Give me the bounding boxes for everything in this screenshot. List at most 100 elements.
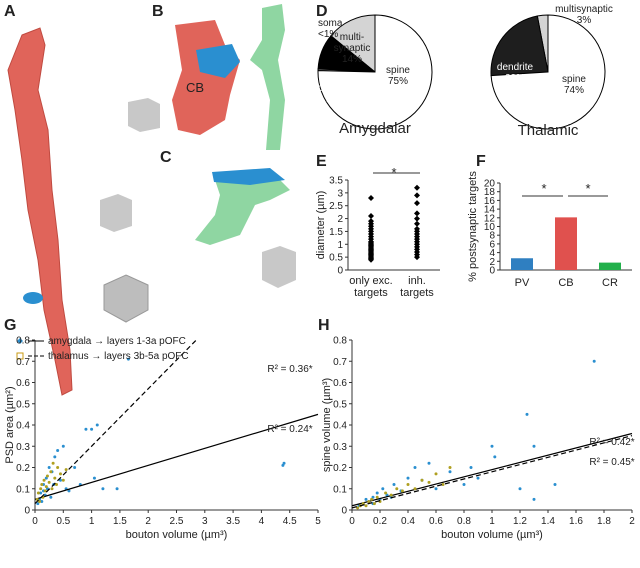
strip-point [414, 200, 420, 207]
scatter-point [389, 493, 393, 497]
y-tick-label: 2 [489, 257, 495, 268]
scatter-point [56, 466, 60, 469]
scatter-point [50, 487, 54, 491]
x-tick-label: 3.5 [226, 516, 240, 527]
y-tick-label: 16 [484, 196, 496, 207]
y-tick-label: 0.2 [16, 463, 30, 474]
y-tick-label: 3.5 [329, 176, 343, 187]
y-tick-label: 18 [484, 187, 496, 198]
y-tick-label: 4 [489, 248, 495, 259]
scatter-point [375, 491, 379, 495]
y-tick-label: 0.1 [333, 484, 347, 495]
panel-label: H [318, 317, 330, 334]
x-tick-label: 3 [202, 516, 208, 527]
scatter-point [367, 500, 371, 503]
scatter-point [49, 470, 53, 474]
scatter-point [434, 487, 438, 491]
y-tick-label: 20 [484, 179, 496, 190]
scatter-point [525, 412, 529, 416]
scatter-point [553, 483, 557, 486]
rendering-a [7, 27, 149, 396]
scatter-point [115, 487, 119, 491]
bar [511, 258, 533, 270]
scatter-point [476, 476, 480, 480]
scatter-point [73, 466, 77, 469]
y-tick-label: 0.5 [333, 399, 347, 410]
y-tick-label: 0.4 [16, 421, 30, 432]
scatter-point [40, 483, 44, 486]
y-tick-label: 2.5 [329, 201, 343, 212]
y-tick-label: 0.4 [333, 421, 347, 432]
strip-point [414, 220, 420, 227]
scatter-point [92, 476, 96, 480]
panel-label: D [316, 3, 328, 20]
scatter-point [39, 491, 43, 495]
x-tick-label: 1 [89, 516, 95, 527]
scatter-point [406, 483, 410, 486]
slice-value: 10% [326, 94, 346, 105]
scatter-point [95, 423, 99, 427]
slice-value: 75% [388, 76, 408, 87]
scatter-point [420, 478, 424, 482]
y-tick-label: 0.8 [16, 336, 30, 347]
scatter-point [427, 480, 431, 484]
fit-line [351, 432, 633, 507]
scatter-point [371, 495, 375, 499]
x-tick-label: 0 [349, 516, 355, 527]
x-tick-label: only exc. targets [349, 275, 392, 299]
x-tick-label: 2 [629, 516, 635, 527]
scatter-point [282, 461, 286, 465]
bar [599, 262, 621, 270]
x-tick-label: 0 [32, 516, 38, 527]
fit-line [34, 339, 197, 505]
pie-slice [317, 14, 433, 130]
y-tick-label: 10 [484, 222, 496, 233]
y-tick-label: 8 [489, 231, 495, 242]
x-tick-label: 1.8 [597, 516, 611, 527]
slice-value: 23% [505, 73, 525, 84]
x-tick-label: 5 [315, 516, 321, 527]
r-squared: R² = 0.45* [589, 457, 634, 468]
scatter-point [90, 427, 94, 431]
x-tick-label: 1.5 [113, 516, 127, 527]
scatter-point [84, 427, 88, 431]
slice-label: dendrite [497, 62, 534, 73]
scatter-point [36, 502, 40, 506]
scatter-point [64, 468, 68, 472]
y-tick-label: 0.8 [333, 336, 347, 347]
scatter-point [381, 487, 385, 491]
slice-label: multisynaptic [555, 4, 613, 15]
cb-label: CB [186, 80, 204, 95]
scatter-point [392, 483, 396, 486]
r-squared: R² = 0.42* [589, 437, 634, 448]
scatter-point [47, 466, 51, 469]
strip-point [368, 213, 374, 219]
scatter-point [44, 485, 48, 489]
scatter-point [385, 493, 389, 497]
panel-label: G [4, 317, 16, 334]
x-tick-label: 0.8 [457, 516, 471, 527]
slice-value: 14% [342, 54, 362, 65]
rendering-b: CB [128, 4, 285, 150]
scatter-point [55, 483, 59, 486]
pie-title: Thalamic [518, 122, 579, 139]
strip-point [414, 192, 420, 199]
y-axis-label: spine volume (µm³) [321, 378, 333, 472]
significance: * [585, 181, 590, 196]
x-tick-label: 4.5 [283, 516, 297, 527]
slice-value: 74% [564, 85, 584, 96]
scatter-point [532, 444, 536, 448]
scatter-point [58, 472, 62, 476]
y-tick-label: 2 [337, 214, 343, 225]
x-axis-label: bouton volume (µm³) [441, 529, 543, 541]
scatter-point [40, 500, 44, 503]
y-tick-label: 1 [337, 240, 343, 251]
strip-point [414, 210, 420, 217]
y-tick-label: 0 [341, 506, 347, 517]
y-tick-label: 0 [337, 266, 343, 277]
x-tick-label: CB [558, 277, 573, 289]
slice-value: 3% [577, 15, 592, 26]
scatter-point [101, 487, 105, 491]
x-tick-label: 1 [489, 516, 495, 527]
